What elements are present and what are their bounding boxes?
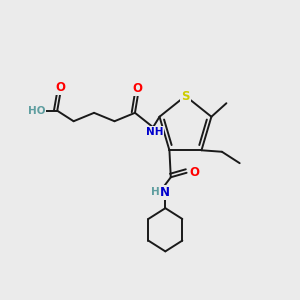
Text: O: O: [133, 82, 143, 95]
Text: H: H: [152, 187, 160, 197]
Text: NH: NH: [146, 127, 164, 137]
Text: S: S: [181, 89, 190, 103]
Text: O: O: [55, 81, 65, 94]
Text: N: N: [160, 186, 170, 199]
Text: HO: HO: [28, 106, 46, 116]
Text: O: O: [189, 166, 199, 179]
